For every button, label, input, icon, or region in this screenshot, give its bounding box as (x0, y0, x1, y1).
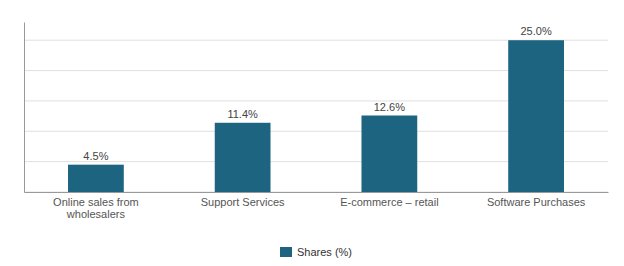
bar (68, 165, 124, 192)
x-tick: E-commerce – retail (340, 196, 438, 208)
legend-swatch (280, 247, 292, 257)
x-tick-label-line: Software Purchases (487, 196, 586, 208)
chart: 4.5% 11.4% 12.6% 25.0% Online sales fromwhol… (0, 0, 624, 266)
legend: Shares (%) (280, 246, 352, 258)
legend-label: Shares (%) (297, 246, 352, 258)
x-tick-label: Software Purchases (487, 196, 586, 208)
x-tick-label-line: Online sales from (53, 196, 139, 208)
y-axis (24, 23, 26, 193)
bar (215, 123, 271, 192)
x-tick-label: Support Services (201, 196, 285, 208)
x-tick-label: E-commerce – retail (340, 196, 438, 208)
data-labels: 4.5% 11.4% 12.6% 25.0% (83, 25, 552, 161)
grid (24, 40, 608, 192)
x-tick: Online sales fromwholesalers (53, 196, 139, 221)
data-label: 11.4% (227, 108, 258, 120)
x-axis-line (25, 192, 609, 193)
bars (68, 40, 564, 192)
x-axis: Online sales fromwholesalers Support Serv… (25, 193, 609, 221)
x-tick-label-line: E-commerce – retail (340, 196, 438, 208)
data-label: 4.5% (83, 150, 108, 162)
x-tick-label-line: Support Services (201, 196, 285, 208)
legend-item: Shares (%) (280, 246, 352, 258)
bar (361, 116, 417, 193)
bar (508, 40, 564, 192)
x-tick-label: Online sales fromwholesalers (53, 196, 139, 221)
x-tick: Software Purchases (487, 196, 586, 208)
y-axis-line (24, 23, 25, 193)
data-label: 12.6% (374, 101, 405, 113)
data-label: 25.0% (520, 25, 551, 37)
plot: 4.5% 11.4% 12.6% 25.0% Online sales fromwhol… (24, 23, 609, 221)
x-tick: Support Services (201, 196, 285, 208)
x-tick-label-line: wholesalers (66, 208, 126, 220)
